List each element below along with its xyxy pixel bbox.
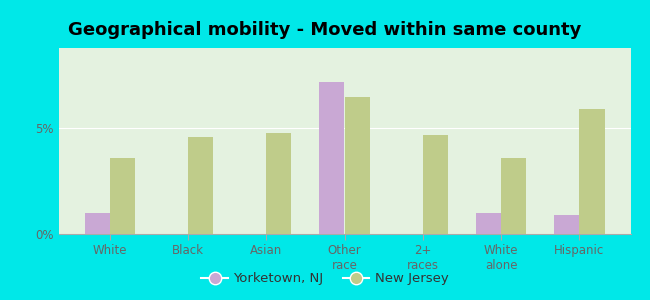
Text: Geographical mobility - Moved within same county: Geographical mobility - Moved within sam… (68, 21, 582, 39)
Bar (188, 137, 213, 234)
Bar (579, 109, 604, 234)
Legend: Yorketown, NJ, New Jersey: Yorketown, NJ, New Jersey (196, 267, 454, 290)
Bar (84, 213, 110, 234)
Bar (422, 135, 448, 234)
Bar (319, 82, 344, 234)
Bar (266, 133, 291, 234)
Bar (476, 213, 501, 234)
Bar (501, 158, 526, 234)
Bar (344, 97, 370, 234)
Bar (110, 158, 135, 234)
Bar (554, 215, 579, 234)
